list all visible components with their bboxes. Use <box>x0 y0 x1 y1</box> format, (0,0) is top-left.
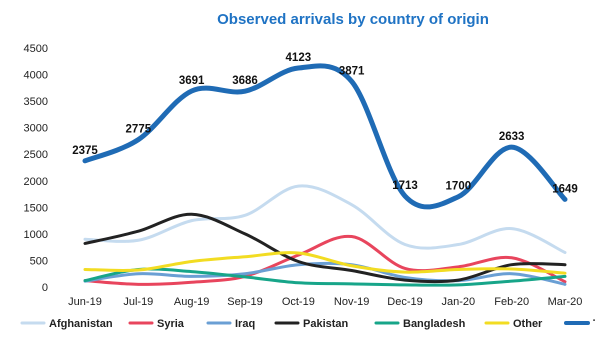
x-tick-label: Jan-20 <box>442 296 476 308</box>
series-line-other <box>83 251 567 275</box>
x-tick-label: Dec-19 <box>387 296 422 308</box>
x-axis: Jun-19 Jul-19 Aug-19 Sep-19 Oct-19 Nov-19 Dec-… <box>68 296 582 308</box>
series-line-afghanistan <box>83 184 567 254</box>
legend-label-iraq: Iraq <box>235 318 255 330</box>
data-label-total: 4123 <box>286 52 312 64</box>
data-label-total: 3871 <box>339 65 365 77</box>
data-label-total: 1649 <box>552 183 578 195</box>
y-tick-label: 2500 <box>24 149 48 161</box>
series-line-total <box>82 63 568 210</box>
x-tick-label: Jul-19 <box>123 296 153 308</box>
x-tick-label: Nov-19 <box>334 296 369 308</box>
chart-title: Observed arrivals by country of origin <box>217 11 489 28</box>
series-line-iraq <box>83 261 567 286</box>
y-tick-label: 1000 <box>24 229 48 241</box>
series-line-pakistan <box>83 212 567 284</box>
y-tick-label: 2000 <box>24 176 48 188</box>
y-axis: 0 500 1000 1500 2000 2500 3000 3500 4000 4500 <box>24 43 48 294</box>
legend-label-other: Other <box>513 318 543 330</box>
y-tick-label: 1500 <box>24 202 48 214</box>
data-label-total: 3686 <box>232 75 258 87</box>
data-label-total: 1713 <box>392 180 418 192</box>
legend-label-syria: Syria <box>157 318 185 330</box>
data-label-total: 2775 <box>126 124 152 136</box>
legend-label-bangladesh: Bangladesh <box>403 318 466 330</box>
data-label-total: 2375 <box>72 145 98 157</box>
x-tick-label: Aug-19 <box>174 296 209 308</box>
data-labels: 2375 2775 3691 3686 4123 3871 1713 1700 2633 1649 <box>72 52 578 195</box>
series-line-bangladesh <box>83 267 567 287</box>
y-tick-label: 4500 <box>24 43 48 55</box>
legend-label-afghanistan: Afghanistan <box>49 318 113 330</box>
y-tick-label: 0 <box>42 282 48 294</box>
legend-label-total: Total <box>593 318 595 330</box>
data-label-total: 2633 <box>499 131 525 143</box>
series-line-syria <box>83 234 567 286</box>
x-tick-label: Jun-19 <box>68 296 102 308</box>
y-tick-label: 3500 <box>24 96 48 108</box>
y-tick-label: 3000 <box>24 123 48 135</box>
data-label-total: 1700 <box>446 181 472 193</box>
x-tick-label: Sep-19 <box>227 296 262 308</box>
x-tick-label: Mar-20 <box>548 296 583 308</box>
x-tick-label: Feb-20 <box>494 296 529 308</box>
y-tick-label: 4000 <box>24 70 48 82</box>
x-tick-label: Oct-19 <box>282 296 315 308</box>
data-label-total: 3691 <box>179 75 205 87</box>
series-layer <box>82 63 568 287</box>
legend-label-pakistan: Pakistan <box>303 318 349 330</box>
y-tick-label: 500 <box>30 255 48 267</box>
legend: Afghanistan Syria Iraq Pakistan Bangladesh Ot… <box>20 318 595 330</box>
